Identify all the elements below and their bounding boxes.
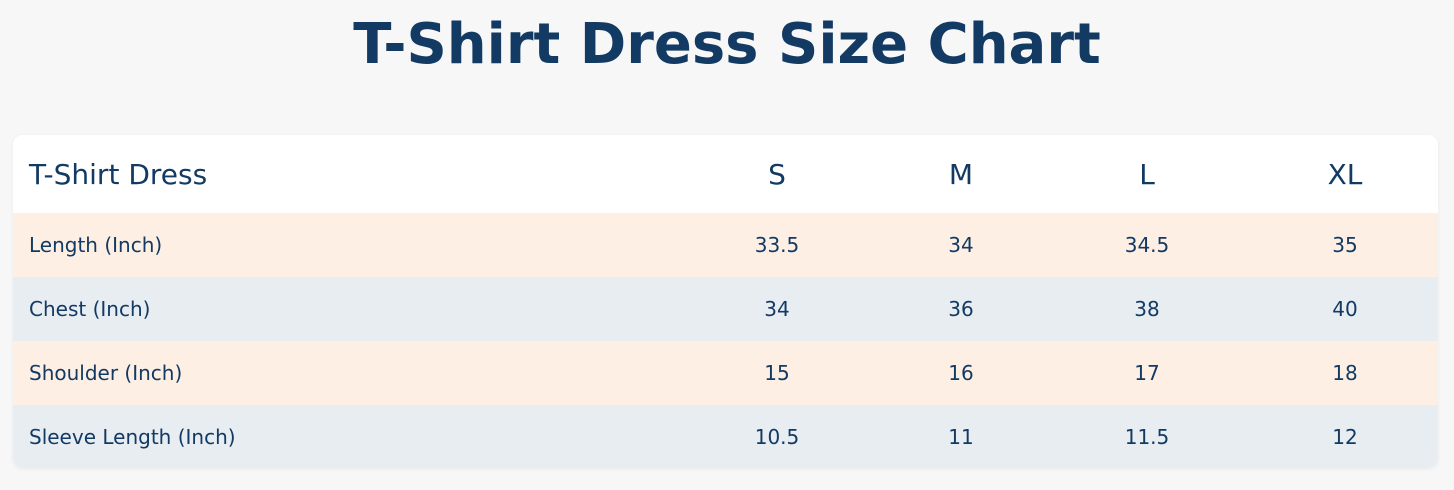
size-value: 11.5 [1124, 424, 1170, 449]
row-label: Sleeve Length (Inch) [29, 424, 236, 449]
row-label: Chest (Inch) [29, 297, 151, 321]
size-value: 33.5 [754, 233, 800, 257]
table-row: Shoulder (Inch) 15 16 17 18 [13, 341, 1438, 405]
size-value: 34 [948, 233, 974, 257]
size-value: 11 [948, 424, 974, 449]
column-header: T-Shirt Dress [29, 157, 208, 191]
table-row: Chest (Inch) 34 36 38 40 [13, 277, 1438, 341]
page-title: T-Shirt Dress Size Chart [353, 12, 1101, 77]
size-table: T-Shirt Dress S M L XL Length (Inch) 33.5 34 34.… [13, 135, 1438, 468]
size-value: 12 [1332, 424, 1358, 449]
table-row: Length (Inch) 33.5 34 34.5 35 [13, 213, 1438, 277]
header-row: T-Shirt Dress S M L XL [13, 135, 1438, 213]
row-label: Length (Inch) [29, 233, 163, 257]
size-value: 17 [1134, 361, 1160, 385]
column-header: XL [1327, 157, 1363, 191]
size-value: 36 [948, 297, 974, 321]
size-value: 10.5 [754, 424, 800, 449]
size-value: 34 [764, 297, 790, 321]
size-value: 16 [948, 361, 974, 385]
size-value: 18 [1332, 361, 1358, 385]
table-row: Sleeve Length (Inch) 10.5 11 11.5 12 [13, 405, 1438, 468]
size-value: 38 [1134, 297, 1160, 321]
size-value: 40 [1332, 297, 1358, 321]
column-header: S [768, 157, 786, 191]
size-value: 15 [764, 361, 790, 385]
column-header: L [1139, 157, 1155, 191]
column-header: M [948, 157, 974, 191]
size-value: 34.5 [1124, 233, 1170, 257]
size-value: 35 [1332, 233, 1358, 257]
row-label: Shoulder (Inch) [29, 361, 183, 385]
